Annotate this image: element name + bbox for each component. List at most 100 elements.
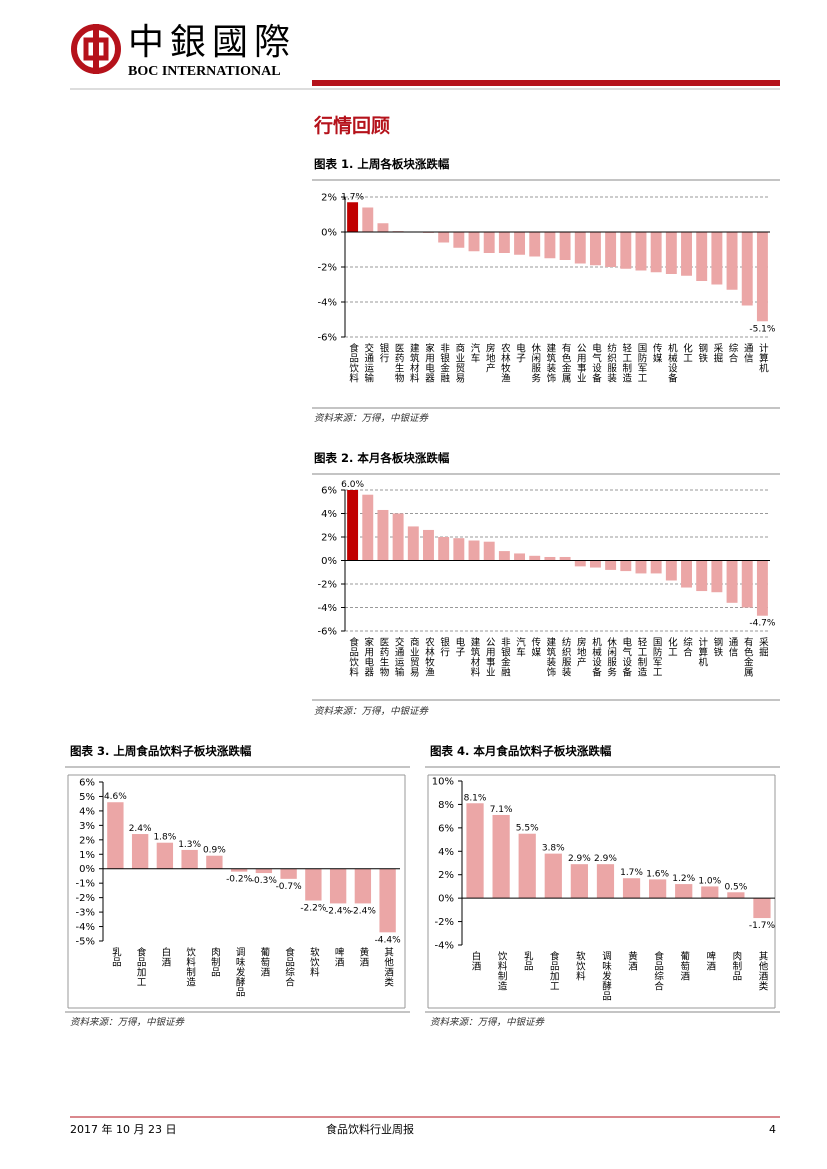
x-tick-label: 饮料制造 [496, 950, 508, 991]
bar [392, 513, 404, 561]
x-tick-label: 电气设备 [620, 636, 632, 677]
x-tick-label: 采掘 [711, 343, 723, 363]
x-tick-label: 肉制品 [730, 950, 742, 981]
y-tick-label: -1% [76, 879, 95, 890]
chart-title: 图表 1. 上周各板块涨跌幅 [314, 157, 450, 171]
x-tick-label: 公用事业 [484, 637, 496, 677]
bar [498, 232, 510, 253]
bar [107, 802, 124, 869]
x-tick-label: 通信 [742, 343, 754, 363]
value-label: 1.3% [178, 840, 201, 850]
bar [741, 232, 753, 306]
x-tick-label: 化工 [666, 636, 678, 657]
bar [559, 232, 571, 260]
logo [71, 24, 121, 74]
bar [438, 537, 450, 561]
bar [711, 232, 723, 285]
x-tick-label: 白酒 [470, 950, 482, 971]
x-tick-label: 纺织服装 [560, 636, 572, 677]
x-tick-label: 建筑材料 [408, 342, 420, 383]
y-tick-label: 2% [321, 193, 337, 204]
bar [622, 878, 641, 899]
bar [589, 232, 601, 266]
y-tick-label: -2% [435, 917, 454, 928]
x-tick-label: 农林牧渔 [423, 636, 435, 677]
y-tick-label: 2% [438, 870, 454, 881]
y-tick-label: 0% [79, 864, 95, 875]
bar [675, 884, 693, 899]
logo-cn: 中銀國際 [128, 22, 296, 63]
x-tick-label: 软饮料 [308, 946, 320, 977]
bar [492, 814, 510, 899]
x-tick-label: 电子 [453, 636, 465, 657]
footer-page: 4 [769, 1123, 776, 1136]
x-tick-label: 公用事业 [575, 343, 587, 383]
bar [620, 232, 632, 269]
bar [649, 879, 667, 899]
y-tick-label: 4% [321, 509, 337, 520]
x-tick-label: 综合 [727, 342, 739, 363]
chart-source: 资料来源：万得，中银证券 [314, 705, 430, 717]
bar [305, 868, 322, 901]
x-tick-label: 机械设备 [590, 636, 602, 677]
x-tick-label: 调味发酵品 [600, 951, 612, 1001]
y-tick-label: -4% [318, 298, 337, 309]
x-tick-label: 交通运输 [393, 636, 405, 677]
bar [377, 509, 389, 561]
bar [756, 232, 768, 322]
x-tick-label: 纺织服装 [605, 342, 617, 383]
x-tick-label: 家用电器 [423, 342, 435, 383]
bar [423, 529, 434, 561]
y-tick-label: 8% [438, 800, 454, 811]
bar [544, 232, 556, 259]
x-tick-label: 电气设备 [590, 342, 602, 383]
x-tick-label: 黄酒 [626, 950, 638, 971]
bar [574, 560, 586, 567]
x-tick-label: 非银金融 [499, 636, 511, 677]
bar [696, 560, 708, 592]
x-tick-label: 啤酒 [333, 946, 345, 967]
x-tick-label: 乳品 [522, 950, 534, 971]
y-tick-label: -4% [76, 922, 95, 933]
value-label: 1.7% [341, 192, 364, 202]
x-tick-label: 休闲服务 [605, 636, 617, 677]
x-tick-label: 计算机 [757, 342, 769, 373]
bar [726, 560, 738, 603]
chart-source: 资料来源：万得，中银证券 [314, 412, 430, 424]
x-tick-label: 机械设备 [666, 342, 678, 383]
chart-source: 资料来源：万得，中银证券 [70, 1016, 186, 1028]
x-tick-label: 调味发酵品 [234, 947, 246, 997]
x-tick-label: 食品饮料 [347, 636, 359, 677]
bar [574, 232, 586, 264]
value-label: 1.0% [698, 876, 721, 886]
x-tick-label: 乳品 [110, 946, 122, 967]
bar [529, 555, 541, 561]
y-tick-label: 6% [79, 778, 95, 789]
y-tick-label: 1% [79, 850, 95, 861]
bar [596, 864, 615, 899]
y-tick-label: -6% [318, 627, 337, 638]
bar [650, 232, 662, 273]
y-tick-label: 5% [79, 792, 95, 803]
x-tick-label: 汽车 [469, 342, 481, 363]
y-tick-label: -4% [435, 941, 454, 952]
bar [514, 553, 526, 561]
x-tick-label: 食品加工 [548, 950, 560, 991]
value-label: 5.5% [516, 824, 539, 834]
y-tick-label: -4% [318, 603, 337, 614]
value-label: 2.9% [568, 854, 591, 864]
bar [514, 232, 526, 255]
x-tick-label: 建筑装饰 [544, 342, 556, 383]
value-label: 4.6% [104, 792, 127, 802]
value-label: -4.4% [375, 935, 402, 945]
bar [756, 560, 768, 616]
x-tick-label: 采掘 [757, 637, 769, 657]
value-label: -1.7% [749, 921, 776, 931]
x-tick-label: 房地产 [575, 636, 587, 667]
value-label: -0.7% [276, 882, 303, 892]
bar [280, 868, 297, 879]
x-tick-label: 白酒 [159, 946, 171, 967]
x-tick-label: 肉制品 [209, 946, 221, 977]
bar [727, 892, 745, 899]
